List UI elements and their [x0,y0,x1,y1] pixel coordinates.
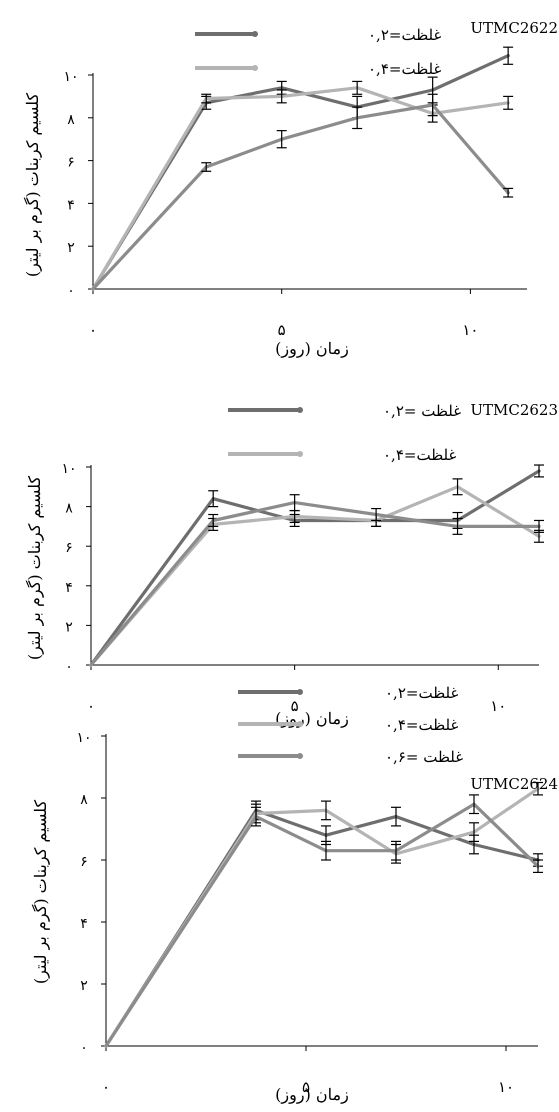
y-tick-label: ۴ [65,580,73,596]
chart-1: ۰ ۲ ۴ ۶ ۸ ۱۰ ۰ ۵ ۱۰ زمان (روز) کلسیم کربنات (گرم ب… [23,19,558,358]
x-tick-label: ۵ [291,697,299,715]
error-bar [201,162,212,172]
y-tick-label: ۸ [67,112,75,128]
x-tick-label: ۱۰ [462,321,478,339]
legend-marker [297,689,303,695]
chart-3: ۰ ۲ ۴ ۶ ۸ ۱۰ ۰ ۵ ۱۰ زمان (روز) کلسیم کربنات (گرم ب… [31,684,558,1104]
y-tick-label: ۴ [80,916,88,932]
y-tick-label: ۱۰ [61,461,76,477]
x-tick-label: ۵ [278,321,286,339]
error-bar [201,93,212,104]
error-bar [208,490,219,508]
y-tick-label: ۰ [67,283,75,299]
y-tick-label: ۱۰ [76,730,91,746]
series-line-2 [89,485,541,667]
error-bar [469,794,479,815]
legend-label: غلظت=۰,۲ [385,684,458,702]
error-bar [452,517,463,535]
y-tick-label: ۲ [67,240,75,256]
series-line-3 [89,501,541,667]
error-bar [533,859,543,874]
error-bar [391,840,401,861]
y-tick-label: ۶ [65,540,73,556]
legend-label: غلظت=۰,۴ [368,60,441,78]
legend-label: غلظت=۰,۴ [383,446,456,464]
legend-label: غلظت=۰,۴ [385,716,458,734]
y-tick-label: ۴ [67,197,75,213]
series-line-2 [104,787,540,1048]
chart-title: UTMC2624 [470,775,558,793]
error-bar [289,494,300,512]
error-bar [503,187,514,198]
legend-marker [297,407,303,413]
error-bar [391,806,401,827]
series-line-1 [91,54,510,291]
error-bar [276,89,287,104]
chart-title: UTMC2622 [470,19,558,37]
error-bar [534,464,544,478]
legend-marker [297,753,303,759]
y-tick-label: ۰ [80,1040,88,1056]
error-bar [533,781,543,796]
legend-marker [252,65,258,71]
error-bar [321,840,331,861]
error-bar [503,46,514,65]
error-bar [503,95,514,110]
series-line-1 [89,469,541,667]
error-bar [251,806,261,827]
error-bar [371,507,382,522]
y-tick-label: ۲ [80,978,88,994]
y-tick-label: ۶ [67,155,75,171]
series-line-3 [104,802,540,1048]
data-point [91,287,95,291]
x-tick-label: ۰ [102,1078,110,1096]
y-axis-label: کلسیم کربنات (گرم بر لیتر) [23,93,42,278]
error-bar [321,800,331,821]
y-tick-label: ۱۰ [63,69,78,85]
legend-label: غلظت=۰,۲ [368,26,441,44]
error-bar [534,519,544,533]
error-bar [427,93,438,117]
series-line-3 [91,103,510,291]
x-tick-label: ۱۰ [498,1078,514,1096]
y-tick-label: ۸ [65,501,73,517]
error-bar [352,80,363,95]
y-axis-label: کلسیم کربنات (گرم بر لیتر) [25,476,44,661]
legend-label: غلظت =۰,۶ [385,748,463,766]
x-tick-label: ۰ [89,321,97,339]
legend-label: غلظت =۰,۲ [383,402,461,420]
x-tick-label: ۰ [87,697,95,715]
data-point [104,1044,108,1048]
x-axis-label: زمان (روز) [275,1085,349,1104]
error-bar [352,106,363,130]
y-tick-label: ۲ [65,619,73,635]
x-tick-label: ۵ [302,1078,310,1096]
legend-marker [297,721,303,727]
series-line-2 [91,86,510,291]
error-bar [452,478,463,496]
y-axis-label: کلسیم کربنات (گرم بر لیتر) [31,800,50,985]
y-tick-label: ۶ [80,854,88,870]
x-tick-label: ۱۰ [490,697,506,715]
error-bar [469,822,479,843]
error-bar [276,130,287,149]
legend-marker [252,31,258,37]
y-tick-label: ۸ [80,792,88,808]
chart-title: UTMC2623 [470,401,558,419]
legend-marker [297,451,303,457]
x-axis-label: زمان (روز) [275,339,349,358]
error-bar [208,513,219,528]
data-point [89,663,93,667]
y-tick-label: ۰ [65,659,73,675]
